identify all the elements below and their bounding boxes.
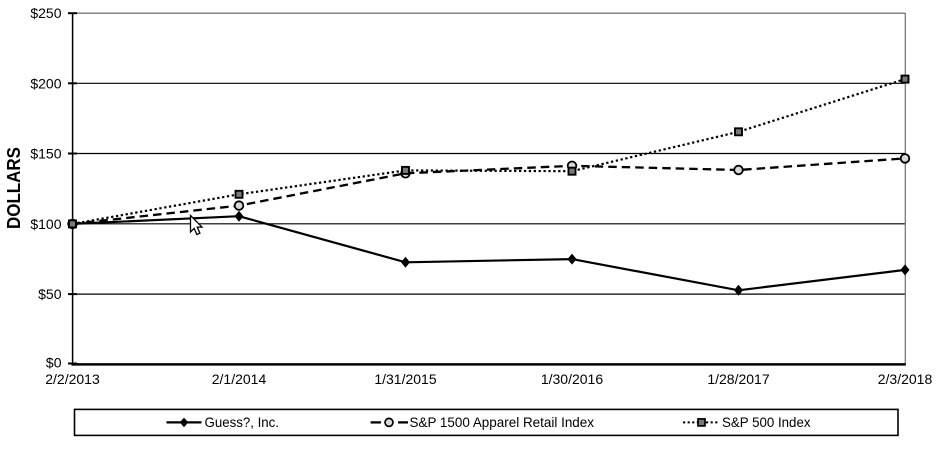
svg-text:$50: $50 xyxy=(38,286,62,302)
svg-text:DOLLARS: DOLLARS xyxy=(4,147,24,229)
svg-text:Guess?, Inc.: Guess?, Inc. xyxy=(205,414,280,430)
svg-text:2/2/2013: 2/2/2013 xyxy=(45,371,100,387)
svg-text:$100: $100 xyxy=(30,216,61,232)
svg-text:1/30/2016: 1/30/2016 xyxy=(541,371,603,387)
svg-text:S&P 1500 Apparel Retail Index: S&P 1500 Apparel Retail Index xyxy=(410,414,595,430)
svg-text:$0: $0 xyxy=(46,355,62,371)
svg-text:2/1/2014: 2/1/2014 xyxy=(212,371,267,387)
svg-text:1/31/2015: 1/31/2015 xyxy=(374,371,436,387)
svg-text:$250: $250 xyxy=(30,5,61,21)
svg-text:2/3/2018: 2/3/2018 xyxy=(878,371,933,387)
svg-text:S&P 500 Index: S&P 500 Index xyxy=(722,414,811,430)
svg-text:$150: $150 xyxy=(30,146,61,162)
svg-text:$200: $200 xyxy=(30,75,61,91)
svg-text:1/28/2017: 1/28/2017 xyxy=(707,371,769,387)
